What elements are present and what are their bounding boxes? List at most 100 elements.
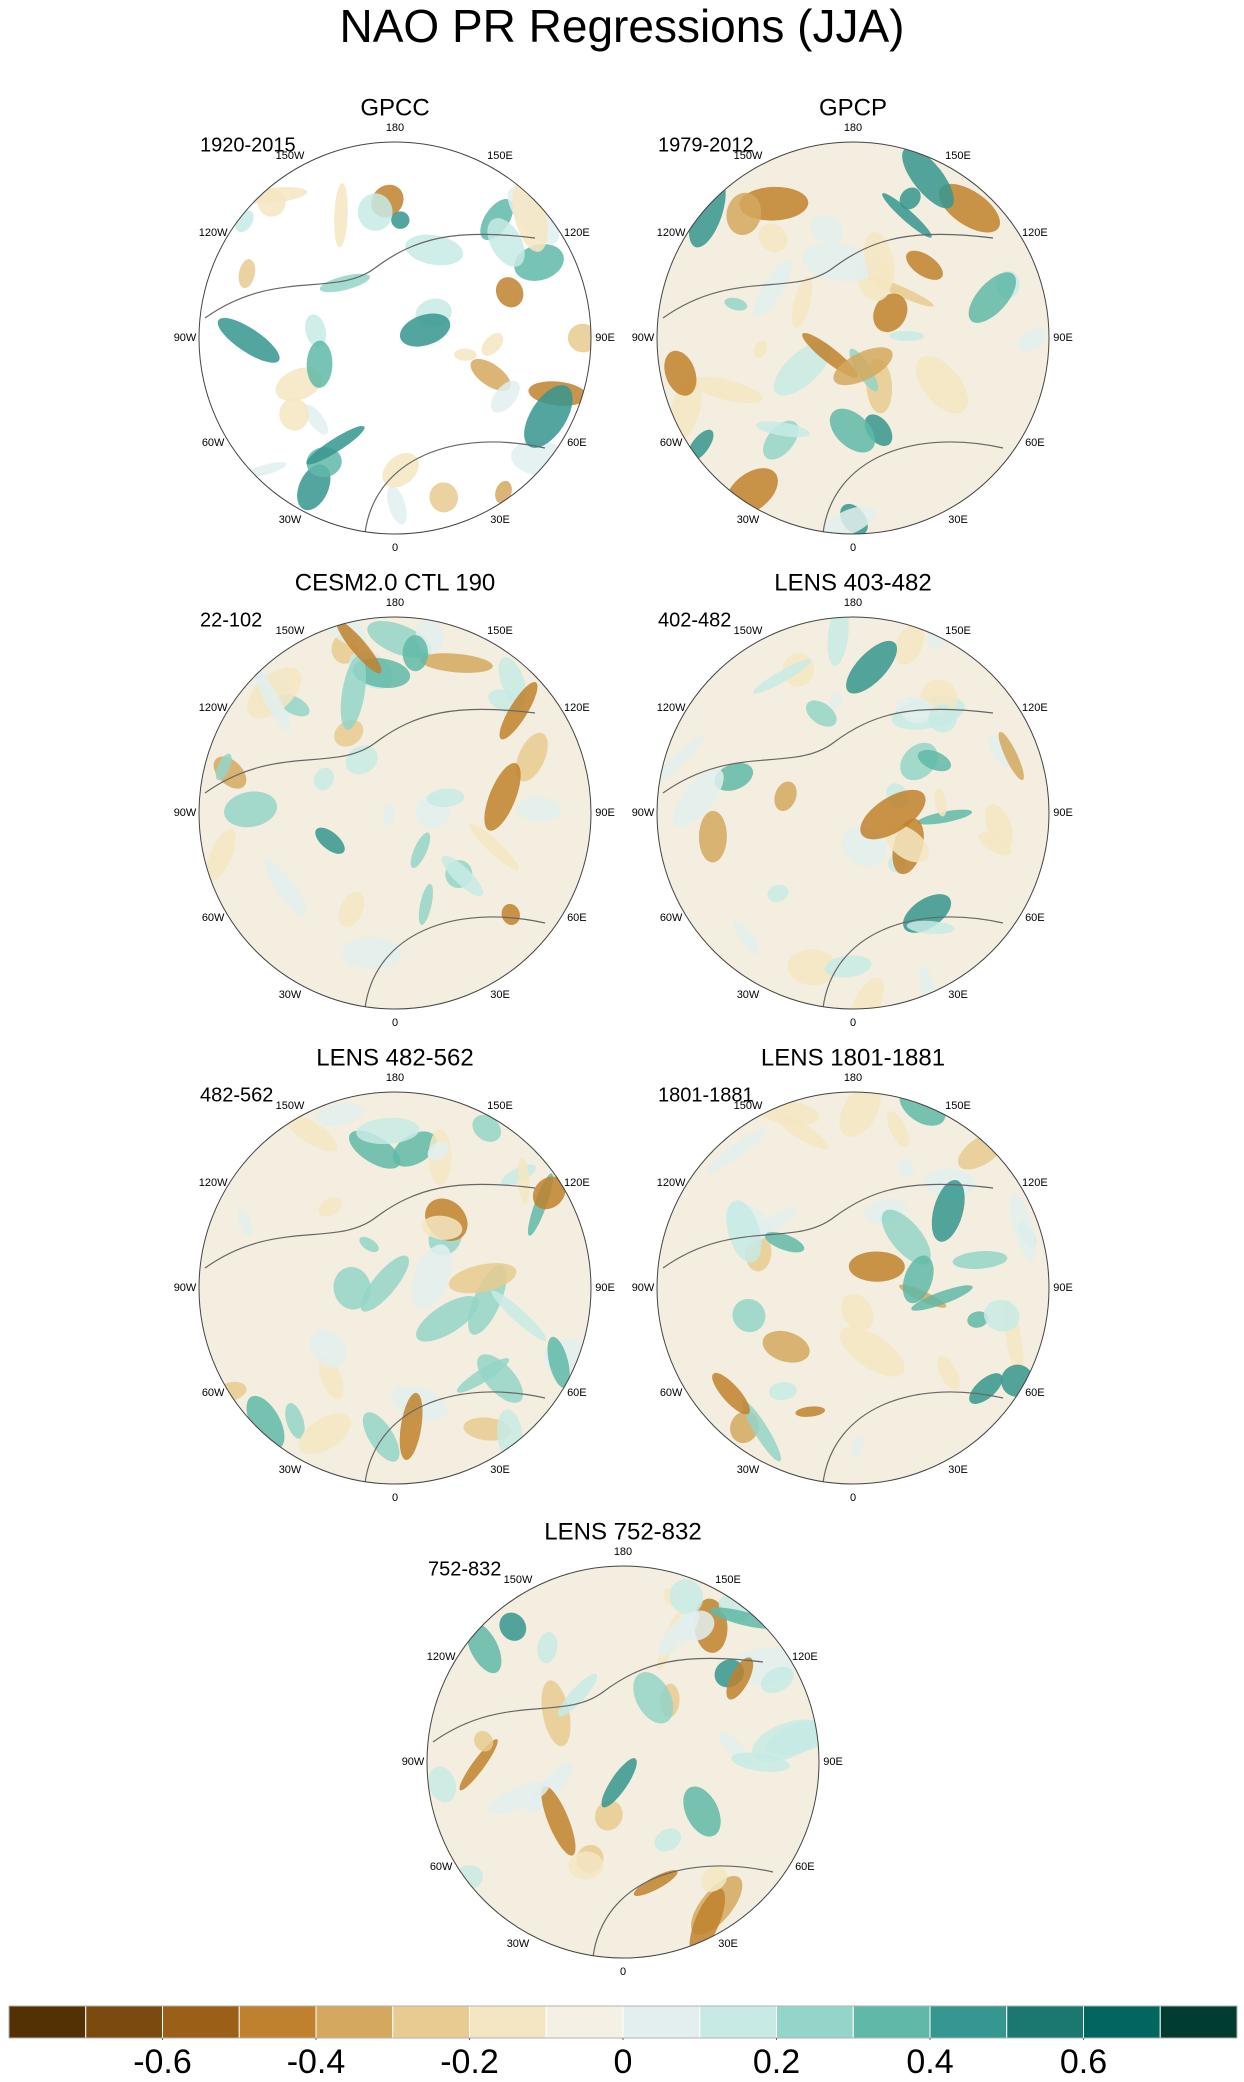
field-blob: [978, 831, 1012, 856]
field-blob: [767, 884, 789, 902]
field-shading: [428, 1579, 819, 1955]
field-blob: [917, 809, 973, 825]
field-blob: [391, 211, 410, 229]
longitude-label: 120E: [564, 1177, 590, 1189]
field-blob: [732, 1298, 766, 1333]
longitude-label: 120W: [199, 1177, 228, 1189]
longitude-label: 90E: [1053, 332, 1073, 344]
longitude-label: 90W: [402, 1756, 425, 1768]
field-blob: [714, 762, 754, 791]
field-blob: [753, 340, 768, 359]
longitude-label: 150W: [734, 1100, 763, 1112]
field-blob: [238, 259, 256, 289]
longitude-label: 150W: [504, 1574, 533, 1586]
field-blob: [419, 653, 493, 673]
colorbar-swatch: [392, 2005, 470, 2039]
longitude-label: 60E: [1025, 1387, 1045, 1399]
field-blob: [839, 1092, 881, 1137]
colorbar-swatch: [545, 2005, 624, 2039]
field-blob: [774, 1113, 829, 1150]
colorbar-tick-label: 0.4: [906, 2043, 953, 2081]
field-blob: [206, 829, 236, 881]
polar-map: [656, 141, 1050, 535]
longitude-label: 90W: [174, 807, 197, 819]
field-blob: [669, 1579, 704, 1615]
longitude-label: 60W: [660, 912, 683, 924]
longitude-label: 60W: [660, 1387, 683, 1399]
map-border: [656, 141, 1050, 535]
field-blob: [983, 1299, 1020, 1332]
colorbar-swatch: [1083, 2005, 1161, 2039]
field-blob: [459, 1739, 498, 1791]
coastline: [204, 233, 546, 534]
longitude-label: 60W: [202, 1387, 225, 1399]
field-blob: [304, 404, 329, 435]
colorbar-swatch: [622, 2005, 701, 2039]
field-blob: [846, 640, 898, 694]
field-blob: [829, 692, 843, 708]
field-blob: [851, 1435, 864, 1458]
longitude-label: 180: [386, 597, 404, 609]
field-blob: [633, 1870, 678, 1896]
longitude-label: 180: [844, 122, 862, 134]
panel-title: LENS 752-832: [544, 1518, 701, 1545]
longitude-label: 150E: [487, 1100, 513, 1112]
field-blob: [938, 183, 1000, 233]
longitude-label: 0: [850, 1492, 856, 1504]
colorbar-swatch: [1159, 2005, 1238, 2039]
longitude-label: 60E: [1025, 437, 1045, 449]
field-blob: [257, 188, 286, 217]
longitude-label: 0: [392, 1017, 398, 1029]
field-blob: [285, 1114, 338, 1152]
field-shading: [664, 147, 1047, 534]
field-blob: [726, 1200, 762, 1263]
field-blob: [756, 421, 810, 438]
colorbar-swatch: [929, 2005, 1008, 2039]
longitude-label: 30W: [737, 1464, 760, 1476]
longitude-label: 0: [850, 542, 856, 554]
field-blob: [416, 1296, 480, 1342]
field-blob: [568, 1851, 604, 1880]
longitude-label: 180: [844, 597, 862, 609]
longitude-label: 150W: [734, 150, 763, 162]
longitude-label: 120E: [1022, 702, 1048, 714]
field-blob: [285, 1403, 305, 1439]
field-blob: [319, 273, 370, 293]
field-blob: [690, 376, 763, 404]
field-blob: [362, 1412, 400, 1462]
longitude-label: 30E: [718, 1938, 738, 1950]
field-blob: [928, 704, 957, 733]
panel-title: LENS 1801-1881: [761, 1044, 945, 1071]
field-blob: [926, 630, 945, 650]
field-blob: [827, 617, 849, 666]
colorbar-swatch: [1006, 2005, 1084, 2039]
field-blob: [768, 1382, 797, 1401]
field-blob: [532, 1176, 566, 1210]
longitude-label: 90W: [632, 807, 655, 819]
field-blob: [382, 452, 419, 488]
field-blob: [791, 276, 813, 328]
field-blob: [541, 1680, 571, 1747]
field-blob: [795, 1406, 826, 1417]
field-blob: [448, 1263, 517, 1294]
panel-title: GPCP: [819, 94, 887, 121]
field-blob: [499, 1612, 527, 1641]
longitude-label: 150E: [487, 150, 513, 162]
field-blob: [387, 485, 407, 525]
field-blob: [537, 1631, 558, 1664]
colorbar-swatch: [699, 2005, 777, 2039]
longitude-label: 90E: [595, 807, 615, 819]
field-blob: [764, 1232, 805, 1253]
longitude-label: 30E: [490, 514, 510, 526]
panel-period: 752-832: [428, 1558, 501, 1580]
field-blob: [454, 348, 477, 361]
longitude-label: 120E: [1022, 1177, 1048, 1189]
field-blob: [481, 332, 504, 356]
field-blob: [633, 1672, 674, 1724]
map-border: [656, 1091, 1050, 1485]
field-blob: [601, 1758, 637, 1808]
field-blob: [906, 920, 955, 935]
longitude-label: 180: [844, 1072, 862, 1084]
field-blob: [881, 1209, 931, 1265]
